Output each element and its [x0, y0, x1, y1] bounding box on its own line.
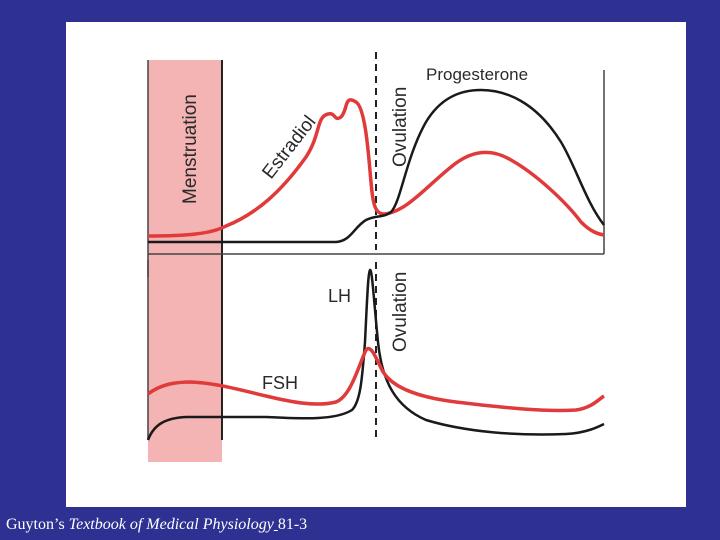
progesterone-curve — [148, 88, 605, 244]
figure-caption: Guyton’s Textbook of Medical Physiology … — [6, 516, 307, 534]
menstruation-band-bottom — [148, 260, 222, 462]
hormone-cycle-diagram: Menstruation Estradiol Ovulation Progest… — [146, 52, 606, 462]
menstruation-label: Menstruation — [180, 94, 201, 204]
estradiol-curve — [147, 98, 605, 238]
caption-author: Guyton’s — [6, 516, 69, 533]
ovulation-label-bottom: Ovulation — [390, 272, 411, 352]
caption-figure-ref: 81-3 — [277, 516, 308, 533]
lh-label: LH — [328, 286, 351, 306]
fsh-curve — [146, 346, 606, 413]
progesterone-label: Progesterone — [426, 65, 528, 84]
ovulation-label-top: Ovulation — [390, 87, 411, 167]
slide-panel: Menstruation Estradiol Ovulation Progest… — [66, 22, 686, 507]
fsh-label: FSH — [262, 373, 298, 393]
caption-book-title: Textbook of Medical Physiology — [68, 516, 274, 533]
lh-curve — [146, 268, 605, 441]
